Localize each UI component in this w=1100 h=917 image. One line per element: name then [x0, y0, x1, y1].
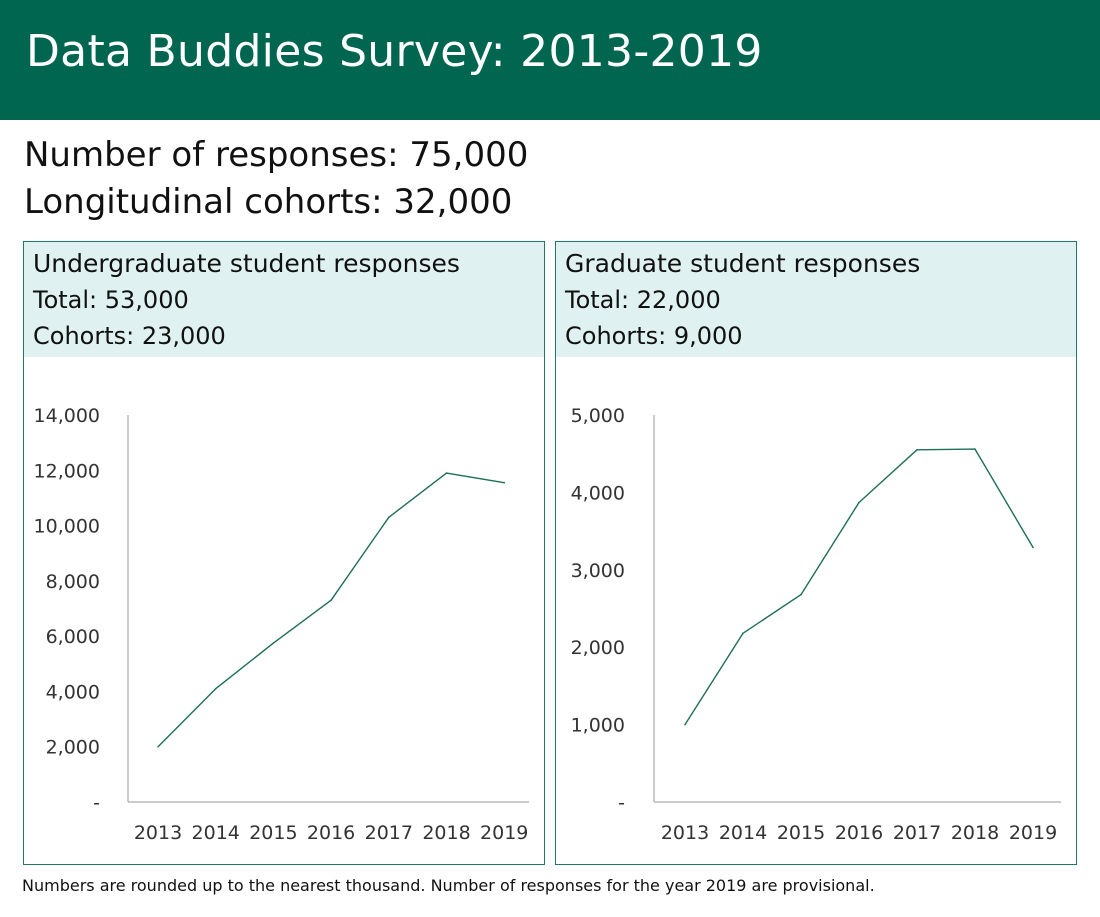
- y-tick-label: -: [93, 792, 100, 814]
- panel-title: Undergraduate student responses: [33, 249, 460, 278]
- summary-responses: Number of responses: 75,000: [24, 135, 529, 175]
- x-tick-label: 2016: [835, 822, 883, 844]
- footnote: Numbers are rounded up to the nearest th…: [22, 876, 875, 895]
- series-line: [684, 448, 1034, 725]
- undergraduate-panel: Undergraduate student responses Total: 5…: [23, 241, 545, 865]
- graduate-line-chart: - 1,000 2,000 3,000 4,000 5,000 2013 2014 2015 20…: [571, 405, 1061, 844]
- y-tick-label: 2,000: [571, 637, 625, 659]
- y-tick-label: 12,000: [34, 460, 100, 482]
- y-tick-label: 14,000: [34, 405, 100, 427]
- data-point: [330, 599, 332, 602]
- undergraduate-line-chart: - 2,000 4,000 6,000 8,000 10,000 12,000 14,000 2…: [34, 405, 529, 844]
- panel-header: Undergraduate student responses Total: 5…: [24, 242, 544, 357]
- x-tick-label: 2015: [777, 822, 825, 844]
- x-tick-label: 2014: [719, 822, 767, 844]
- graduate-panel: Graduate student responses Total: 22,000…: [555, 241, 1077, 865]
- y-tick-label: 1,000: [571, 715, 625, 737]
- series-line: [157, 472, 505, 748]
- y-tick-label: 5,000: [571, 405, 625, 427]
- x-tick-label: 2013: [134, 822, 182, 844]
- page-title: Data Buddies Survey: 2013-2019: [26, 26, 763, 77]
- data-point: [157, 745, 159, 748]
- data-point: [445, 472, 448, 474]
- data-point: [1032, 546, 1034, 549]
- data-point: [742, 632, 744, 635]
- x-tick-label: 2016: [307, 822, 355, 844]
- x-tick-label: 2017: [365, 822, 413, 844]
- x-tick-label: 2019: [1009, 822, 1057, 844]
- y-tick-label: 2,000: [46, 737, 100, 759]
- panel-title: Graduate student responses: [565, 249, 921, 278]
- data-point: [916, 449, 918, 451]
- y-tick-label: 10,000: [34, 516, 100, 538]
- y-tick-label: 4,000: [571, 482, 625, 504]
- data-point: [272, 642, 275, 644]
- y-tick-label: 6,000: [46, 626, 100, 648]
- y-tick-label: 8,000: [46, 571, 100, 593]
- x-tick-label: 2017: [893, 822, 941, 844]
- summary: Number of responses: 75,000 Longitudinal…: [24, 132, 528, 226]
- data-point: [858, 501, 860, 504]
- y-tick-label: 4,000: [46, 681, 100, 703]
- data-point: [974, 448, 976, 450]
- data-point: [388, 516, 390, 519]
- panel-total: Total: 53,000: [33, 286, 189, 314]
- x-tick-label: 2019: [480, 822, 528, 844]
- data-point: [800, 593, 802, 596]
- y-tick-label: -: [618, 792, 625, 814]
- data-point: [214, 687, 217, 690]
- panel-total: Total: 22,000: [565, 286, 721, 314]
- x-tick-label: 2014: [192, 822, 240, 844]
- x-tick-label: 2015: [249, 822, 297, 844]
- panel-cohorts: Cohorts: 9,000: [565, 322, 743, 350]
- data-point: [684, 723, 686, 726]
- x-tick-label: 2018: [951, 822, 999, 844]
- header-banner: Data Buddies Survey: 2013-2019: [0, 0, 1100, 120]
- x-tick-label: 2018: [422, 822, 470, 844]
- x-tick-label: 2013: [661, 822, 709, 844]
- y-tick-label: 3,000: [571, 560, 625, 582]
- data-point: [503, 481, 506, 484]
- panel-cohorts: Cohorts: 23,000: [33, 322, 226, 350]
- summary-cohorts: Longitudinal cohorts: 32,000: [24, 182, 513, 222]
- panel-header: Graduate student responses Total: 22,000…: [556, 242, 1076, 357]
